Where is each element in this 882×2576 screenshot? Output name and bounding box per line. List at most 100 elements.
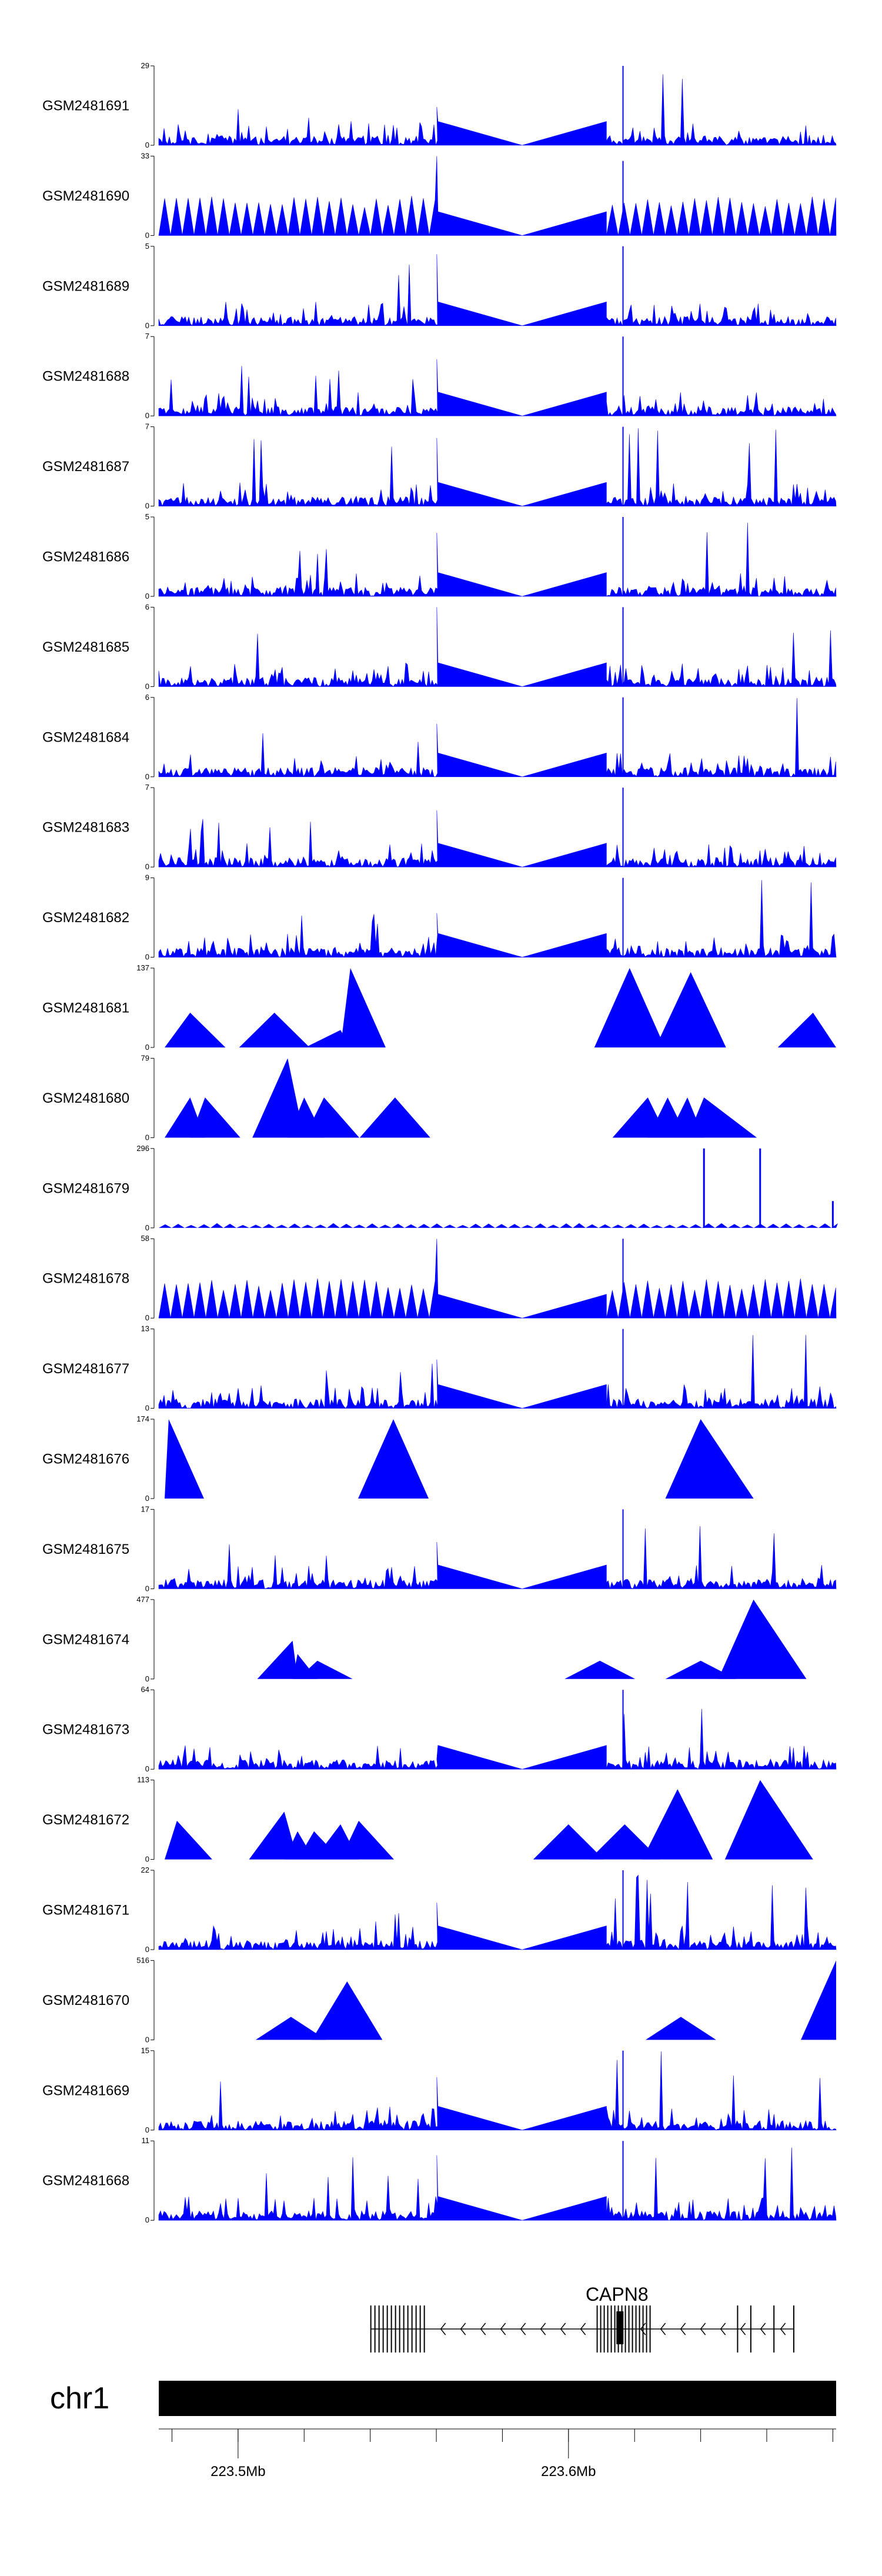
y-tick-label-max: 174 [136,1414,149,1423]
track-GSM2481682: GSM2481682 9 0 [42,873,837,962]
y-tick-label-max: 7 [145,332,149,341]
track-GSM2481672: GSM2481672 113 0 [42,1776,813,1864]
gene-exon [616,2311,624,2344]
y-tick-label-max: 137 [136,963,149,972]
coverage-triangle [665,1419,754,1499]
y-tick-label-min: 0 [145,1945,149,1954]
coverage-triangle [340,968,386,1047]
gene-exon [737,2305,739,2353]
track-GSM2481679: GSM2481679 296 0 [42,1144,838,1232]
coverage-area [158,254,837,326]
track-GSM2481674: GSM2481674 477 0 [42,1595,807,1683]
coverage-triangle [718,1599,807,1679]
gene-exon [628,2305,630,2353]
coverage-area [158,428,837,507]
track-GSM2481670: GSM2481670 516 0 [42,1956,836,2044]
coverage-triangle [724,1780,813,1860]
gene-exon [632,2305,633,2353]
strand-chevron [740,2323,746,2335]
gene-exon [374,2305,376,2353]
gene-exon [390,2305,392,2353]
strand-chevron [500,2323,506,2335]
coverage-area [158,2147,837,2221]
y-tick-label-max: 477 [136,1595,149,1604]
genome-axis: 223.5Mb 223.6Mb [159,2428,836,2480]
y-tick-label-max: 516 [136,1956,149,1964]
track-label: GSM2481675 [42,1541,129,1557]
gene-exon [750,2305,751,2353]
strand-chevron [580,2323,586,2335]
track-GSM2481689: GSM2481689 5 0 [42,242,837,330]
track-label: GSM2481682 [42,910,129,926]
y-tick-label-max: 6 [145,602,149,611]
y-tick-label-min: 0 [145,231,149,239]
coverage-triangle [642,1789,713,1860]
track-GSM2481680: GSM2481680 79 0 [42,1053,757,1142]
gene-exon [415,2305,417,2353]
y-tick-label-max: 6 [145,693,149,702]
y-tick-label-max: 29 [141,61,149,70]
strand-chevron [440,2323,446,2335]
y-tick-label-min: 0 [145,2035,149,2044]
gene-exon [411,2305,413,2353]
coverage-triangle [190,1097,240,1138]
strand-chevron [780,2323,786,2335]
coverage-triangle [305,1030,350,1047]
strand-chevron [540,2323,546,2335]
gene-exon [649,2305,651,2353]
y-tick-label-min: 0 [145,953,149,962]
ideogram-bar [159,2381,836,2416]
coverage-area [158,1526,837,1590]
track-label: GSM2481677 [42,1361,129,1377]
gene-exon [624,2305,626,2353]
gene-exon [596,2305,598,2353]
coverage-area [158,74,837,146]
y-tick-label-min: 0 [145,1584,149,1593]
y-tick-label-max: 5 [145,512,149,521]
track-GSM2481687: GSM2481687 7 0 [42,422,837,510]
gene-exon [603,2305,605,2353]
track-label: GSM2481672 [42,1812,129,1828]
coverage-area [158,522,837,597]
coverage-triangle [687,1097,757,1138]
y-tick-label-max: 64 [141,1685,149,1694]
y-tick-label-min: 0 [145,1043,149,1052]
y-tick-label-min: 0 [145,682,149,690]
track-label: GSM2481689 [42,278,129,294]
track-GSM2481675: GSM2481675 17 0 [42,1504,837,1593]
coverage-triangle [298,1660,353,1679]
track-label: GSM2481671 [42,1903,129,1918]
track-label: GSM2481691 [42,98,129,114]
y-tick-label-min: 0 [145,1404,149,1413]
y-tick-label-min: 0 [145,592,149,600]
coverage-triangle [252,1058,305,1138]
strand-chevron [560,2323,566,2335]
coverage-triangle [533,1824,604,1860]
gene-exon [639,2305,640,2353]
y-tick-label-min: 0 [145,2125,149,2134]
y-tick-label-max: 113 [137,1776,149,1784]
y-tick-label-max: 296 [136,1144,149,1153]
coverage-triangle [165,1419,204,1499]
y-tick-label-max: 5 [145,242,149,251]
coverage-triangle [589,1824,660,1860]
y-tick-label-min: 0 [145,862,149,871]
strand-chevron [640,2323,646,2335]
track-label: GSM2481678 [42,1271,129,1287]
coverage-triangle [665,1660,736,1679]
track-label: GSM2481685 [42,639,129,655]
track-GSM2481684: GSM2481684 6 0 [42,693,837,781]
coverage-area [158,2051,837,2131]
coverage-area [159,1223,838,1228]
genome-tick-label: 223.5Mb [211,2464,265,2480]
track-GSM2481683: GSM2481683 7 0 [42,783,837,871]
strand-chevron [520,2323,526,2335]
coverage-triangle [645,2017,716,2040]
coverage-triangle [165,1012,226,1047]
track-GSM2481676: GSM2481676 174 0 [42,1414,754,1503]
track-GSM2481669: GSM2481669 15 0 [42,2046,837,2134]
gene-exon [635,2305,637,2353]
track-label: GSM2481690 [42,188,129,204]
coverage-area [158,1709,837,1770]
